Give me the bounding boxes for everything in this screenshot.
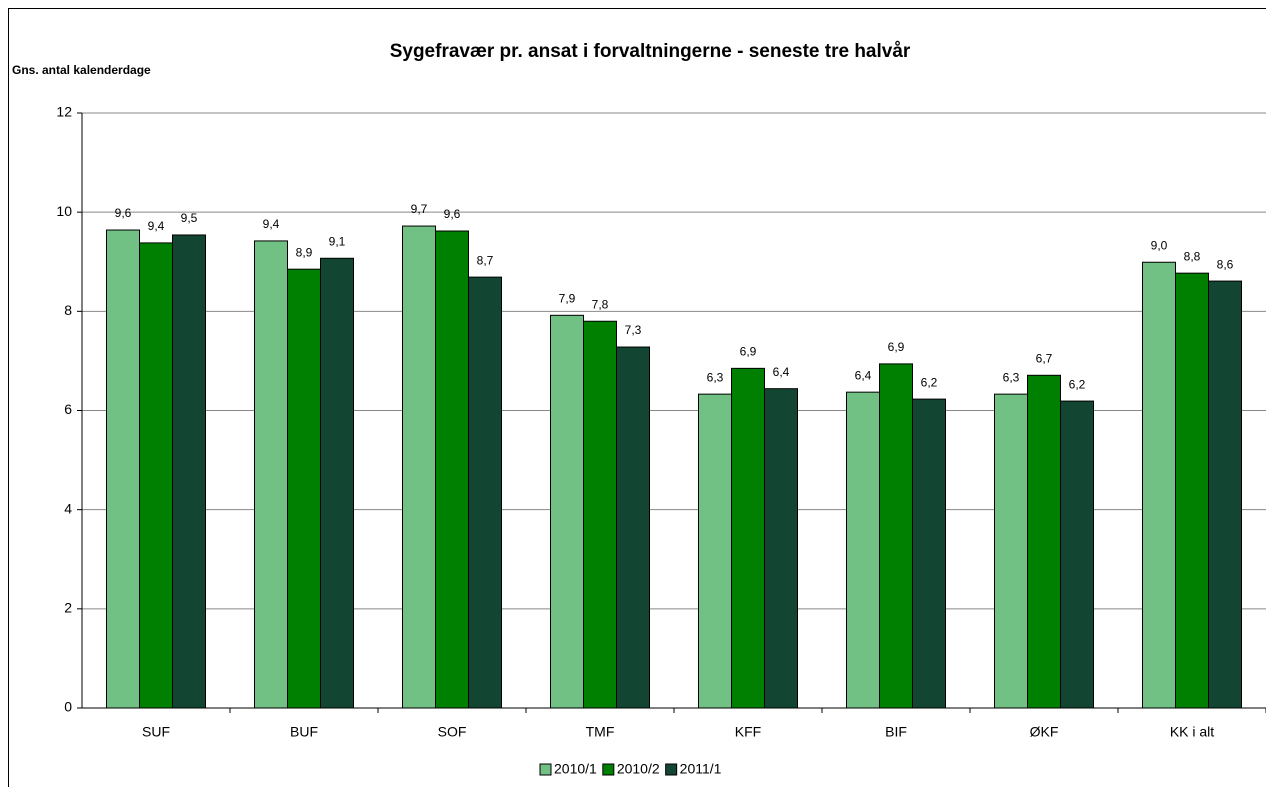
bar [731, 367, 765, 709]
legend-label: 2011/1 [680, 761, 722, 777]
y-tick-label: 10 [56, 203, 72, 219]
bar [1142, 261, 1176, 709]
y-tick-label: 2 [64, 600, 72, 616]
bar [550, 314, 584, 709]
x-tick-label: ØKF [1030, 724, 1059, 740]
bar [468, 276, 502, 709]
value-label: 9,4 [263, 217, 280, 231]
chart-title: Sygefravær pr. ansat i forvaltningerne -… [390, 41, 911, 62]
value-label: 9,5 [181, 211, 198, 225]
value-label: 8,6 [1217, 257, 1234, 271]
value-label: 8,7 [477, 253, 494, 267]
y-tick-label: 0 [64, 699, 72, 715]
y-tick-label: 6 [64, 401, 72, 417]
bar [1027, 374, 1061, 709]
legend-swatch [665, 763, 678, 776]
bar [912, 398, 946, 709]
y-tick-label: 8 [64, 302, 72, 318]
value-label: 6,3 [707, 370, 724, 384]
y-tick-label: 4 [64, 500, 72, 516]
bar [994, 393, 1028, 709]
value-label: 6,4 [855, 368, 872, 382]
legend-swatch [602, 763, 615, 776]
bar [698, 393, 732, 709]
x-tick-label: BUF [290, 724, 318, 740]
legend-label: 2010/2 [617, 761, 660, 777]
value-label: 9,6 [115, 206, 132, 220]
legend-swatch [539, 763, 552, 776]
bar [764, 388, 798, 709]
value-label: 9,4 [148, 219, 165, 233]
value-label: 6,9 [888, 340, 905, 354]
value-label: 6,4 [773, 365, 790, 379]
bar [172, 234, 206, 709]
value-label: 6,7 [1036, 351, 1053, 365]
value-label: 8,9 [296, 245, 313, 259]
bar [1208, 280, 1242, 709]
value-label: 6,2 [921, 375, 938, 389]
x-tick-label: BIF [885, 724, 907, 740]
value-label: 7,3 [625, 323, 642, 337]
value-label: 9,0 [1151, 238, 1168, 252]
bar [879, 363, 913, 709]
x-tick-label: SUF [142, 724, 170, 740]
value-label: 9,6 [444, 207, 461, 221]
value-label: 9,7 [411, 202, 428, 216]
bar [106, 229, 140, 709]
bar [583, 320, 617, 709]
bar [139, 242, 173, 709]
bar [287, 268, 321, 709]
bar [1060, 400, 1094, 709]
value-label: 9,1 [329, 234, 346, 248]
y-tick-label: 12 [56, 104, 72, 120]
x-tick-label: KFF [735, 724, 761, 740]
bar [616, 346, 650, 709]
bar [1175, 272, 1209, 709]
value-label: 6,9 [740, 345, 757, 359]
bar [402, 225, 436, 709]
legend-label: 2010/1 [554, 761, 597, 777]
value-label: 6,2 [1069, 377, 1086, 391]
y-axis-label: Gns. antal kalenderdage [12, 63, 151, 77]
value-label: 7,9 [559, 291, 576, 305]
bar [435, 230, 469, 709]
x-tick-label: SOF [438, 724, 467, 740]
x-tick-label: KK i alt [1170, 724, 1214, 740]
bar [320, 257, 354, 709]
bar [846, 391, 880, 709]
value-label: 6,3 [1003, 370, 1020, 384]
value-label: 7,8 [592, 297, 609, 311]
value-label: 8,8 [1184, 249, 1201, 263]
x-tick-label: TMF [586, 724, 615, 740]
bar [254, 240, 288, 709]
